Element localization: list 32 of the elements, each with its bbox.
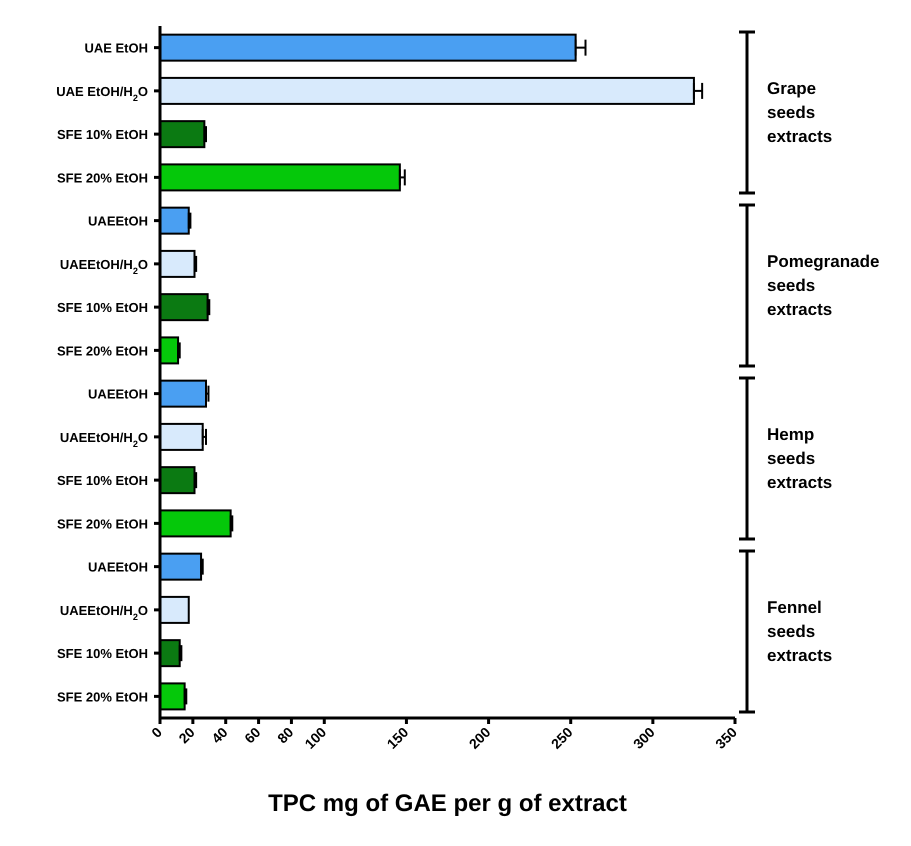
x-tick-label: 20	[175, 724, 198, 746]
y-tick-label: UAEEtOH/H$_{2}$O	[60, 430, 148, 449]
y-tick-label: UAEEtOH	[88, 560, 148, 575]
x-tick-label: 40	[208, 724, 231, 746]
x-tick-label: 350	[712, 724, 740, 752]
y-tick-label: SFE 10% EtOH	[56, 127, 148, 142]
text: Hemp seeds extracts	[767, 424, 834, 494]
x-tick-label: 150	[384, 724, 412, 752]
x-tick-label: 60	[241, 724, 264, 746]
x-tick-label: 200	[466, 724, 494, 752]
x-tick-label: 80	[274, 724, 297, 746]
y-tick-label: SFE 10% EtOH	[56, 646, 148, 662]
y-tick-label: SFE 20% EtOH	[56, 689, 148, 704]
x-tick-label: 0	[148, 724, 166, 741]
y-tick-label: SFE 20% EtOH	[56, 170, 148, 186]
text: Fennel seeds extracts	[767, 596, 834, 666]
x-tick-label: 300	[630, 724, 658, 752]
y-tick-label: UAEEtOH	[88, 386, 148, 402]
y-tick-label: SFE 10% EtOH	[56, 473, 148, 488]
x-tick-label: 100	[301, 724, 330, 752]
y-tick-label: SFE 20% EtOH	[56, 343, 148, 358]
y-tick-label: SFE 10% EtOH	[56, 300, 148, 316]
y-tick-label: SFE 20% EtOH	[56, 516, 148, 532]
text: Grape seeds extracts	[767, 78, 834, 148]
x-tick-label: 250	[548, 724, 576, 752]
y-tick-label: UAE EtOH/H$_{2}$O	[56, 84, 148, 103]
text: Pomegranade seeds extracts	[767, 250, 880, 320]
y-tick-label: UAE EtOH	[84, 40, 148, 56]
y-tick-label: UAEEtOH/H$_{2}$O	[60, 602, 148, 622]
x-axis-title: TPC mg of GAE per g of extract	[267, 790, 628, 818]
y-tick-label: UAEEtOH	[88, 214, 148, 229]
y-tick-label: UAEEtOH/H$_{2}$O	[60, 256, 148, 276]
